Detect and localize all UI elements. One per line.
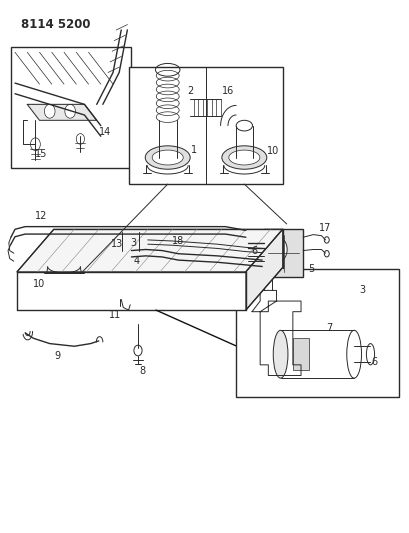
Text: 6: 6 <box>371 357 377 367</box>
Text: 2: 2 <box>187 86 193 96</box>
Text: 3: 3 <box>130 238 136 247</box>
Ellipse shape <box>118 256 126 266</box>
Ellipse shape <box>48 253 79 269</box>
Text: 5: 5 <box>307 264 314 274</box>
Text: 16: 16 <box>221 86 234 96</box>
Bar <box>292 338 308 370</box>
Polygon shape <box>27 104 97 120</box>
Text: 1: 1 <box>191 144 197 155</box>
Ellipse shape <box>44 104 55 118</box>
Ellipse shape <box>145 146 190 169</box>
Bar <box>115 251 147 272</box>
Ellipse shape <box>134 345 142 356</box>
Ellipse shape <box>346 330 361 378</box>
Text: 9: 9 <box>55 351 61 361</box>
Text: 11: 11 <box>109 310 121 320</box>
Bar <box>129 67 282 184</box>
Ellipse shape <box>171 253 181 270</box>
Text: 10: 10 <box>266 146 279 156</box>
Ellipse shape <box>267 237 286 262</box>
Bar <box>264 229 302 277</box>
Text: 4: 4 <box>133 256 139 266</box>
Text: 8114 5200: 8114 5200 <box>21 18 90 31</box>
Polygon shape <box>245 229 282 310</box>
Text: 3: 3 <box>358 286 364 295</box>
Text: 12: 12 <box>35 211 47 221</box>
Ellipse shape <box>65 104 75 118</box>
Ellipse shape <box>272 330 287 378</box>
Text: 7: 7 <box>326 322 332 333</box>
Ellipse shape <box>228 150 259 165</box>
Polygon shape <box>17 229 282 272</box>
Bar <box>11 47 131 168</box>
Polygon shape <box>17 272 245 310</box>
Text: 14: 14 <box>99 127 111 137</box>
Text: 8: 8 <box>139 366 145 376</box>
Ellipse shape <box>173 256 178 266</box>
Ellipse shape <box>152 150 183 165</box>
Bar <box>235 269 398 397</box>
Ellipse shape <box>274 246 279 253</box>
Ellipse shape <box>130 252 139 263</box>
Ellipse shape <box>221 146 266 169</box>
Ellipse shape <box>53 256 74 266</box>
Text: 15: 15 <box>35 149 47 159</box>
Ellipse shape <box>76 134 84 144</box>
Ellipse shape <box>130 244 139 255</box>
Text: 10: 10 <box>33 279 45 289</box>
Ellipse shape <box>135 256 143 266</box>
Text: 17: 17 <box>318 223 330 233</box>
Text: 6: 6 <box>250 246 256 255</box>
Ellipse shape <box>30 138 40 151</box>
Text: 13: 13 <box>111 239 123 248</box>
Text: 18: 18 <box>172 236 184 246</box>
